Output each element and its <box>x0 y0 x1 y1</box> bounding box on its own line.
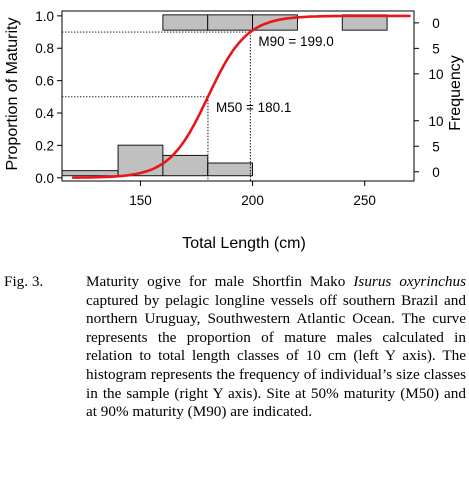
caption-text-end: captured by pelagic longline vessels off… <box>86 291 466 421</box>
y-axis-title: Proportion of Maturity <box>4 18 21 171</box>
y-axis: 0.0 0.2 0.4 0.6 0.8 1.0 <box>35 9 62 186</box>
freq-bottom-tick-label-1: 5 <box>432 139 440 154</box>
freq-top-tick-label-1: 5 <box>432 41 440 56</box>
y-tick-label-2: 0.4 <box>35 106 54 121</box>
mature-bar-0 <box>162 14 209 31</box>
y-tick-label-0: 0.0 <box>35 171 54 186</box>
species-name: Isurus oxyrinchus <box>353 273 466 290</box>
x-axis: 150 200 250 <box>129 181 376 208</box>
y-tick-label-4: 0.8 <box>35 41 54 56</box>
reference-lines <box>62 31 251 181</box>
y-tick-label-1: 0.2 <box>35 138 54 153</box>
frequency-axis: 0 5 10 0 5 10 <box>414 16 444 180</box>
maturity-ogive-curve <box>71 14 411 179</box>
m50-annotation: M50 = 180.1 <box>216 100 291 115</box>
y-tick-label-5: 1.0 <box>35 9 54 24</box>
figure-caption: Fig. 3. Maturity ogive for male Shortfin… <box>4 273 466 422</box>
freq-bottom-tick-label-0: 0 <box>432 165 440 180</box>
immature-bar-3 <box>207 162 254 177</box>
m90-annotation: M90 = 199.0 <box>258 34 333 49</box>
frequency-axis-title: Frequency <box>447 55 464 131</box>
freq-top-tick-label-2: 10 <box>428 67 443 82</box>
plot-frame <box>61 10 415 182</box>
x-tick-label-2: 250 <box>353 193 376 208</box>
freq-top-tick-label-0: 0 <box>432 16 440 31</box>
immature-bar-0 <box>61 170 119 177</box>
caption-text-start: Maturity ogive for male Shortfin Mako <box>86 273 354 290</box>
caption-body: Maturity ogive for male Shortfin Mako Is… <box>86 273 466 422</box>
immature-histogram <box>61 144 254 177</box>
mature-bar-1 <box>207 14 254 31</box>
x-tick-label-0: 150 <box>129 193 152 208</box>
x-tick-label-1: 200 <box>241 193 264 208</box>
y-tick-label-3: 0.6 <box>35 74 54 89</box>
immature-bar-1 <box>117 144 164 177</box>
freq-bottom-tick-label-2: 10 <box>428 114 443 129</box>
x-axis-title: Total Length (cm) <box>182 235 306 252</box>
figure-label: Fig. 3. <box>4 273 44 290</box>
